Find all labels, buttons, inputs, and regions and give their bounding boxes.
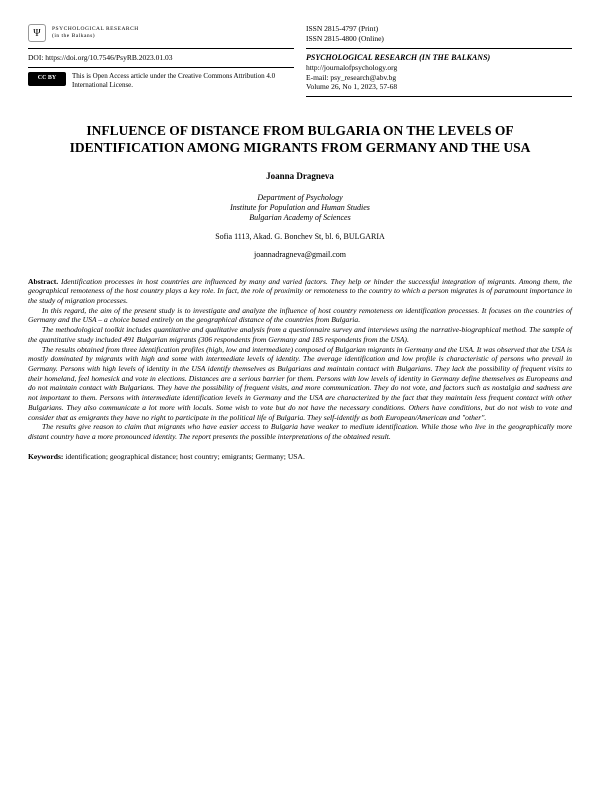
logo-sub: (in the Balkans) [52, 33, 139, 40]
issn-online: ISSN 2815-4800 (Online) [306, 34, 572, 44]
abstract-p3: The methodological toolkit includes quan… [28, 325, 572, 344]
doi-label: DOI: [28, 53, 43, 62]
article-title: INFLUENCE OF DISTANCE FROM BULGARIA ON T… [28, 123, 572, 157]
divider [306, 96, 572, 97]
abstract-p4: The results obtained from three identifi… [28, 345, 572, 423]
header: Ψ PSYCHOLOGICAL RESEARCH (in the Balkans… [28, 24, 572, 101]
journal-logo-icon: Ψ [28, 24, 46, 42]
journal-info: PSYCHOLOGICAL RESEARCH (IN THE BALKANS) … [306, 53, 572, 93]
journal-url[interactable]: http://journalofpsychology.org [306, 63, 572, 73]
issn-block: ISSN 2815-4797 (Print) ISSN 2815-4800 (O… [306, 24, 572, 44]
journal-title: PSYCHOLOGICAL RESEARCH (IN THE BALKANS) [306, 53, 572, 63]
divider [28, 67, 294, 68]
keywords: Keywords: identification; geographical d… [28, 452, 572, 462]
logo-caption-block: PSYCHOLOGICAL RESEARCH (in the Balkans) [52, 26, 139, 40]
abstract-p1: Abstract. Identification processes in ho… [28, 277, 572, 306]
cc-row: CC BY This is Open Access article under … [28, 72, 294, 90]
divider [306, 48, 572, 49]
doi-link[interactable]: https://doi.org/10.7546/PsyRB.2023.01.03 [45, 53, 172, 62]
affil-acad: Bulgarian Academy of Sciences [28, 213, 572, 223]
author-name: Joanna Dragneva [28, 171, 572, 183]
affiliation: Department of Psychology Institute for P… [28, 193, 572, 224]
logo-caption: PSYCHOLOGICAL RESEARCH [52, 26, 139, 33]
volume-info: Volume 26, No 1, 2023, 57-68 [306, 82, 572, 92]
header-right: ISSN 2815-4797 (Print) ISSN 2815-4800 (O… [306, 24, 572, 101]
abstract-p2: In this regard, the aim of the present s… [28, 306, 572, 325]
journal-email-label: E-mail: [306, 73, 329, 82]
logo-row: Ψ PSYCHOLOGICAL RESEARCH (in the Balkans… [28, 24, 294, 42]
journal-email[interactable]: psy_research@abv.bg [330, 73, 396, 82]
abstract-p1-text: Identification processes in host countri… [28, 277, 572, 305]
abstract: Abstract. Identification processes in ho… [28, 277, 572, 442]
issn-print: ISSN 2815-4797 (Print) [306, 24, 572, 34]
cc-badge-icon: CC BY [28, 72, 66, 86]
cc-text: This is Open Access article under the Cr… [72, 72, 294, 90]
abstract-label: Abstract. [28, 277, 58, 286]
journal-email-row: E-mail: psy_research@abv.bg [306, 73, 572, 83]
divider [28, 48, 294, 49]
keywords-text: identification; geographical distance; h… [65, 452, 305, 461]
address: Sofia 1113, Akad. G. Bonchev St, bl. 6, … [28, 232, 572, 242]
affil-inst: Institute for Population and Human Studi… [28, 203, 572, 213]
author-email[interactable]: joannadragneva@gmail.com [28, 250, 572, 260]
abstract-p5: The results give reason to claim that mi… [28, 422, 572, 441]
header-left: Ψ PSYCHOLOGICAL RESEARCH (in the Balkans… [28, 24, 294, 101]
affil-dept: Department of Psychology [28, 193, 572, 203]
doi-row: DOI: https://doi.org/10.7546/PsyRB.2023.… [28, 53, 294, 63]
keywords-label: Keywords: [28, 452, 63, 461]
